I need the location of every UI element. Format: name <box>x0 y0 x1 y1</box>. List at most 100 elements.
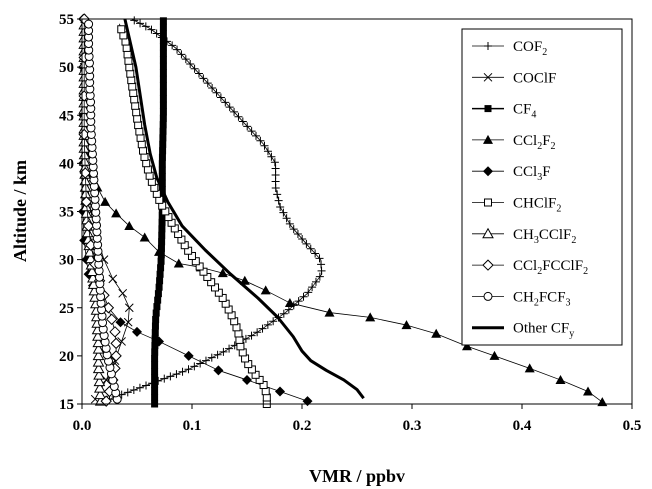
data-point-cof2 <box>282 214 291 223</box>
diamond-filled-marker-icon <box>275 386 285 397</box>
data-point-cf4 <box>159 134 167 142</box>
data-point-ccl3f <box>275 386 285 397</box>
triangle-open-marker-icon <box>84 252 97 264</box>
diamond-open-marker-icon <box>110 337 122 350</box>
data-point-cf4 <box>159 101 167 109</box>
triangle-filled-marker-icon <box>597 397 608 407</box>
circle-open-marker-icon <box>84 19 94 29</box>
square-filled-marker-icon <box>152 309 160 317</box>
plus-marker-icon <box>308 283 317 292</box>
data-point-cof2 <box>190 362 199 371</box>
legend-swatch-marker <box>484 42 492 50</box>
square-filled-marker-icon <box>158 153 166 161</box>
plus-marker-icon <box>199 74 208 83</box>
legend-label-text: CH <box>513 227 534 243</box>
data-point-cof2 <box>129 386 138 395</box>
square-filled-marker-icon <box>159 121 167 129</box>
square-filled-marker-icon <box>159 108 167 116</box>
plus-marker-icon <box>256 136 265 145</box>
data-point-cof2 <box>142 381 151 390</box>
y-tick-label: 15 <box>59 397 74 413</box>
plus-marker-icon <box>258 324 267 333</box>
data-point-ccl2f2 <box>597 397 608 407</box>
square-filled-marker-icon <box>153 303 161 311</box>
square-filled-marker-icon <box>151 355 159 362</box>
data-point-ccl2f2 <box>401 320 412 330</box>
square-filled-marker-icon <box>151 335 159 343</box>
triangle-open-marker-icon <box>80 207 93 218</box>
data-point-ch3cclf2 <box>94 388 107 400</box>
legend-label-subscript: 2 <box>551 141 556 152</box>
square-filled-marker-icon <box>159 114 167 122</box>
triangle-open-marker-icon <box>92 343 105 354</box>
triangle-open-marker-icon <box>93 375 106 387</box>
plus-marker-icon <box>234 112 243 121</box>
x-marker-icon <box>118 288 128 298</box>
legend-label-subscript: y <box>569 329 574 340</box>
legend-label-ccl2f2: CCl2F2 <box>513 133 556 152</box>
legend-label-subscript: 2 <box>537 141 542 152</box>
legend-swatch-marker <box>482 227 494 239</box>
triangle-open-marker-icon <box>92 349 105 361</box>
diamond-open-marker-icon <box>82 220 95 232</box>
legend-label-cof2: COF2 <box>513 39 547 58</box>
square-open-marker-icon <box>255 375 264 384</box>
plus-marker-icon <box>276 202 285 211</box>
data-point-cof2 <box>196 359 205 368</box>
data-point-cf4 <box>158 166 166 174</box>
plus-marker-icon <box>152 29 161 38</box>
data-point-ccl2fcclf2 <box>82 220 95 232</box>
legend-swatch-marker <box>483 166 493 177</box>
x-tick-label: 0.4 <box>513 418 532 434</box>
plus-marker-icon <box>160 374 169 383</box>
data-point-cof2 <box>136 19 145 28</box>
legend-swatch-marker <box>482 259 494 271</box>
plus-marker-icon <box>225 344 234 353</box>
triangle-filled-marker-icon <box>365 312 376 322</box>
data-point-cf4 <box>159 43 167 51</box>
data-point-cof2 <box>311 277 320 286</box>
data-point-cf4 <box>159 36 167 44</box>
data-point-cof2 <box>123 388 132 397</box>
data-point-cof2 <box>230 107 239 116</box>
data-point-cf4 <box>157 244 165 252</box>
data-point-cof2 <box>225 344 234 353</box>
diamond-open-marker-icon <box>110 350 122 362</box>
legend-label-subscript: 2 <box>534 297 539 308</box>
data-point-ch3cclf2 <box>81 226 94 238</box>
data-point-ccl2fcclf2 <box>105 313 118 326</box>
plus-marker-icon <box>141 22 150 31</box>
data-point-cof2 <box>201 356 210 365</box>
data-point-cof2 <box>199 74 208 83</box>
data-point-ccl2f2 <box>431 328 442 338</box>
data-point-cf4 <box>151 374 159 382</box>
data-point-cf4 <box>159 23 167 31</box>
triangle-open-marker-icon <box>94 388 107 400</box>
square-filled-marker-icon <box>158 160 166 168</box>
square-filled-marker-icon <box>158 173 166 181</box>
data-point-cof2 <box>269 317 278 326</box>
data-point-cf4 <box>159 82 167 90</box>
legend-item-other-cfy: Other CFy <box>472 321 574 340</box>
plus-marker-icon <box>263 320 272 329</box>
data-point-ccl3f <box>154 336 164 347</box>
data-point-cof2 <box>166 372 175 381</box>
data-point-cof2 <box>190 64 199 73</box>
data-point-cf4 <box>151 348 159 356</box>
data-point-cf4 <box>159 127 167 135</box>
data-point-cof2 <box>315 254 324 263</box>
series-line-chclf2 <box>119 23 268 404</box>
data-point-cof2 <box>194 69 203 78</box>
square-filled-marker-icon <box>156 270 164 278</box>
plus-marker-icon <box>243 122 252 131</box>
x-marker-icon <box>108 274 118 284</box>
plus-marker-icon <box>274 196 283 205</box>
data-point-ch3cclf2 <box>92 362 105 374</box>
data-point-ccl3f <box>213 365 224 376</box>
plus-marker-icon <box>178 367 187 376</box>
legend-item-cof2: COF2 <box>472 39 547 58</box>
legend-swatch-marker <box>483 72 493 82</box>
data-point-cf4 <box>156 277 164 285</box>
legend-label-ccl2fcclf2: CCl2FCClF2 <box>513 258 588 277</box>
legend-item-ch3cclf2: CH3CClF2 <box>472 227 576 246</box>
